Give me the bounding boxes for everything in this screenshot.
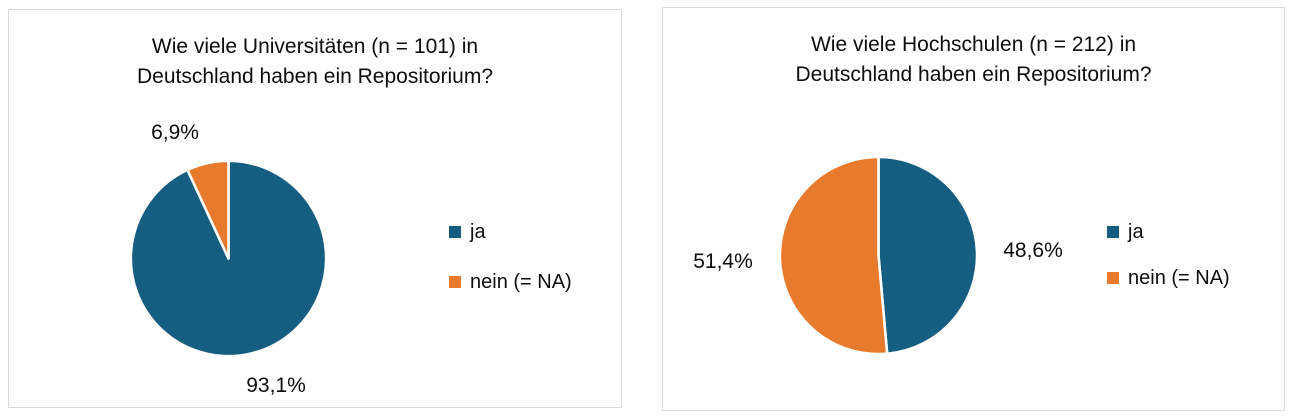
legend-swatch-ja [1107, 226, 1119, 238]
legend-item-nein: nein (= NA) [449, 267, 572, 297]
data-label-nein-universitaeten: 6,9% [151, 121, 199, 144]
legend-label-nein: nein (= NA) [470, 270, 572, 293]
chart-title-hochschulen: Wie viele Hochschulen (n = 212) in Deuts… [663, 30, 1284, 90]
chart-title-line-1: Wie viele Universitäten (n = 101) in [151, 35, 479, 58]
legend-label-ja: ja [1128, 220, 1144, 243]
data-label-nein-hochschulen: 51,4% [693, 250, 753, 273]
pie-slice-neinna [186, 159, 230, 260]
legend-label-nein: nein (= NA) [1128, 266, 1230, 289]
data-label-ja-hochschulen: 48,6% [1003, 239, 1063, 262]
pie-chart-hochschulen [778, 155, 979, 356]
legend-item-ja: ja [449, 217, 572, 247]
chart-title-line-1: Wie viele Hochschulen (n = 212) in [810, 33, 1137, 56]
pie-slice-ja [877, 155, 979, 355]
legend-swatch-ja [449, 226, 461, 238]
chart-panel-hochschulen: Wie viele Hochschulen (n = 212) in Deuts… [662, 7, 1285, 411]
data-label-ja-universitaeten: 93,1% [246, 374, 306, 397]
legend-item-ja: ja [1107, 217, 1230, 247]
legend-swatch-nein [449, 276, 461, 288]
chart-title-line-2: Deutschland haben ein Repositorium? [795, 63, 1152, 86]
legend-hochschulen: ja nein (= NA) [1107, 217, 1230, 293]
chart-title-line-2: Deutschland haben ein Repositorium? [136, 65, 494, 88]
pie-slice-neinna [778, 155, 889, 356]
chart-title-universitaeten: Wie viele Universitäten (n = 101) in Deu… [9, 32, 621, 92]
legend-item-nein: nein (= NA) [1107, 263, 1230, 293]
legend-label-ja: ja [470, 220, 486, 243]
legend-swatch-nein [1107, 272, 1119, 284]
chart-panel-universitaeten: Wie viele Universitäten (n = 101) in Deu… [8, 9, 622, 408]
pie-chart-universitaeten [129, 159, 328, 358]
legend-universitaeten: ja nein (= NA) [449, 217, 572, 297]
